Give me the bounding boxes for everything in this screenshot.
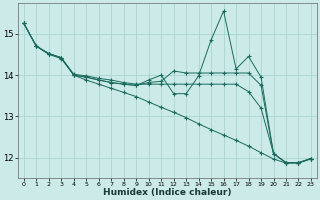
X-axis label: Humidex (Indice chaleur): Humidex (Indice chaleur) — [103, 188, 232, 197]
